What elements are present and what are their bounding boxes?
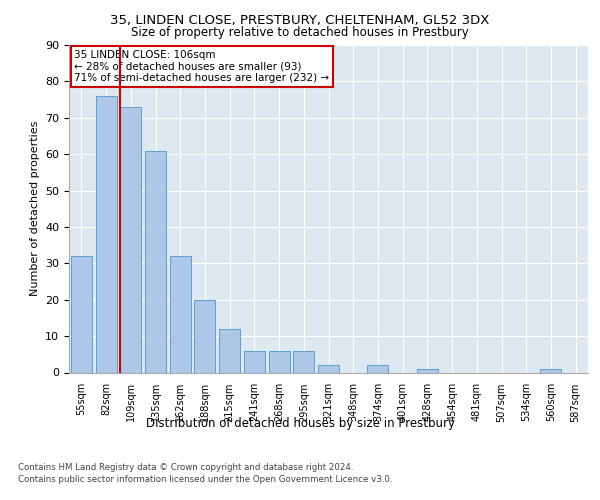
Bar xyxy=(318,365,339,372)
Bar xyxy=(293,350,314,372)
Bar xyxy=(71,256,92,372)
Bar xyxy=(244,350,265,372)
Y-axis label: Number of detached properties: Number of detached properties xyxy=(29,121,40,296)
Bar xyxy=(417,369,438,372)
Bar xyxy=(194,300,215,372)
Text: 35, LINDEN CLOSE, PRESTBURY, CHELTENHAM, GL52 3DX: 35, LINDEN CLOSE, PRESTBURY, CHELTENHAM,… xyxy=(110,14,490,27)
Bar xyxy=(269,350,290,372)
Bar xyxy=(219,329,240,372)
Text: Distribution of detached houses by size in Prestbury: Distribution of detached houses by size … xyxy=(146,418,455,430)
Text: Contains public sector information licensed under the Open Government Licence v3: Contains public sector information licen… xyxy=(18,475,392,484)
Text: Contains HM Land Registry data © Crown copyright and database right 2024.: Contains HM Land Registry data © Crown c… xyxy=(18,462,353,471)
Bar xyxy=(170,256,191,372)
Bar xyxy=(541,369,562,372)
Text: 35 LINDEN CLOSE: 106sqm
← 28% of detached houses are smaller (93)
71% of semi-de: 35 LINDEN CLOSE: 106sqm ← 28% of detache… xyxy=(74,50,329,83)
Bar xyxy=(145,150,166,372)
Bar xyxy=(367,365,388,372)
Bar xyxy=(95,96,116,372)
Bar xyxy=(120,107,141,372)
Text: Size of property relative to detached houses in Prestbury: Size of property relative to detached ho… xyxy=(131,26,469,39)
